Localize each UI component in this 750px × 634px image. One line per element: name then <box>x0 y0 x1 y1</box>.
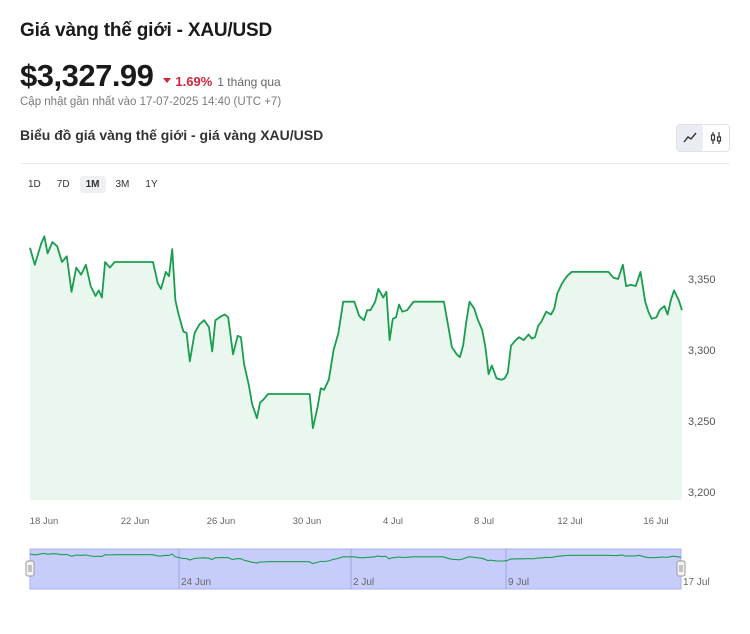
range-1m[interactable]: 1M <box>79 176 106 193</box>
range-7d[interactable]: 7D <box>56 179 70 190</box>
navigator-label: 17 Jul <box>683 577 710 588</box>
navigator-right-handle[interactable] <box>676 560 686 577</box>
price-line <box>29 235 683 429</box>
y-tick-label: 3,300 <box>688 345 716 357</box>
y-tick-label: 3,350 <box>688 274 716 286</box>
price-row: $3,327.99 1.69% 1 tháng qua <box>20 58 281 94</box>
line-chart-icon <box>683 132 697 143</box>
x-tick-label: 30 Jun <box>293 516 322 527</box>
y-tick-label: 3,250 <box>688 416 716 428</box>
page-title: Giá vàng thế giới - XAU/USD <box>20 20 272 41</box>
x-tick-label: 4 Jul <box>383 516 403 527</box>
range-1d[interactable]: 1D <box>28 179 41 190</box>
x-tick-label: 8 Jul <box>474 516 494 527</box>
line-chart-button[interactable] <box>677 125 703 151</box>
x-tick-label: 26 Jun <box>207 516 236 527</box>
down-arrow-icon <box>163 78 172 83</box>
x-tick-label: 22 Jun <box>121 516 150 527</box>
x-tick-label: 18 Jun <box>30 516 59 527</box>
x-tick-label: 16 Jul <box>643 516 668 527</box>
header-divider <box>20 163 730 164</box>
change-percent: 1.69% <box>175 74 213 89</box>
chart-subtitle: Biểu đồ giá vàng thế giới - giá vàng XAU… <box>20 127 324 143</box>
last-updated: Cập nhật gần nhất vào 17-07-2025 14:40 (… <box>20 96 282 108</box>
chart-type-toggle <box>676 124 730 152</box>
navigator-line <box>29 552 682 565</box>
navigator-left-handle[interactable] <box>25 560 35 577</box>
x-tick-label: 12 Jul <box>557 516 582 527</box>
candlestick-button[interactable] <box>703 125 729 151</box>
range-selector: 1D 7D 1M 3M 1Y <box>22 176 164 193</box>
y-tick-label: 3,200 <box>688 487 716 499</box>
navigator-label: 24 Jun <box>181 577 211 588</box>
navigator-label: 9 Jul <box>508 577 529 588</box>
change-period: 1 tháng qua <box>217 75 281 89</box>
price-area <box>30 236 682 500</box>
range-1y[interactable]: 1Y <box>145 179 158 190</box>
navigator-label: 2 Jul <box>353 577 374 588</box>
candlestick-icon <box>710 132 722 144</box>
current-price: $3,327.99 <box>20 58 154 93</box>
range-3m[interactable]: 3M <box>115 179 130 190</box>
